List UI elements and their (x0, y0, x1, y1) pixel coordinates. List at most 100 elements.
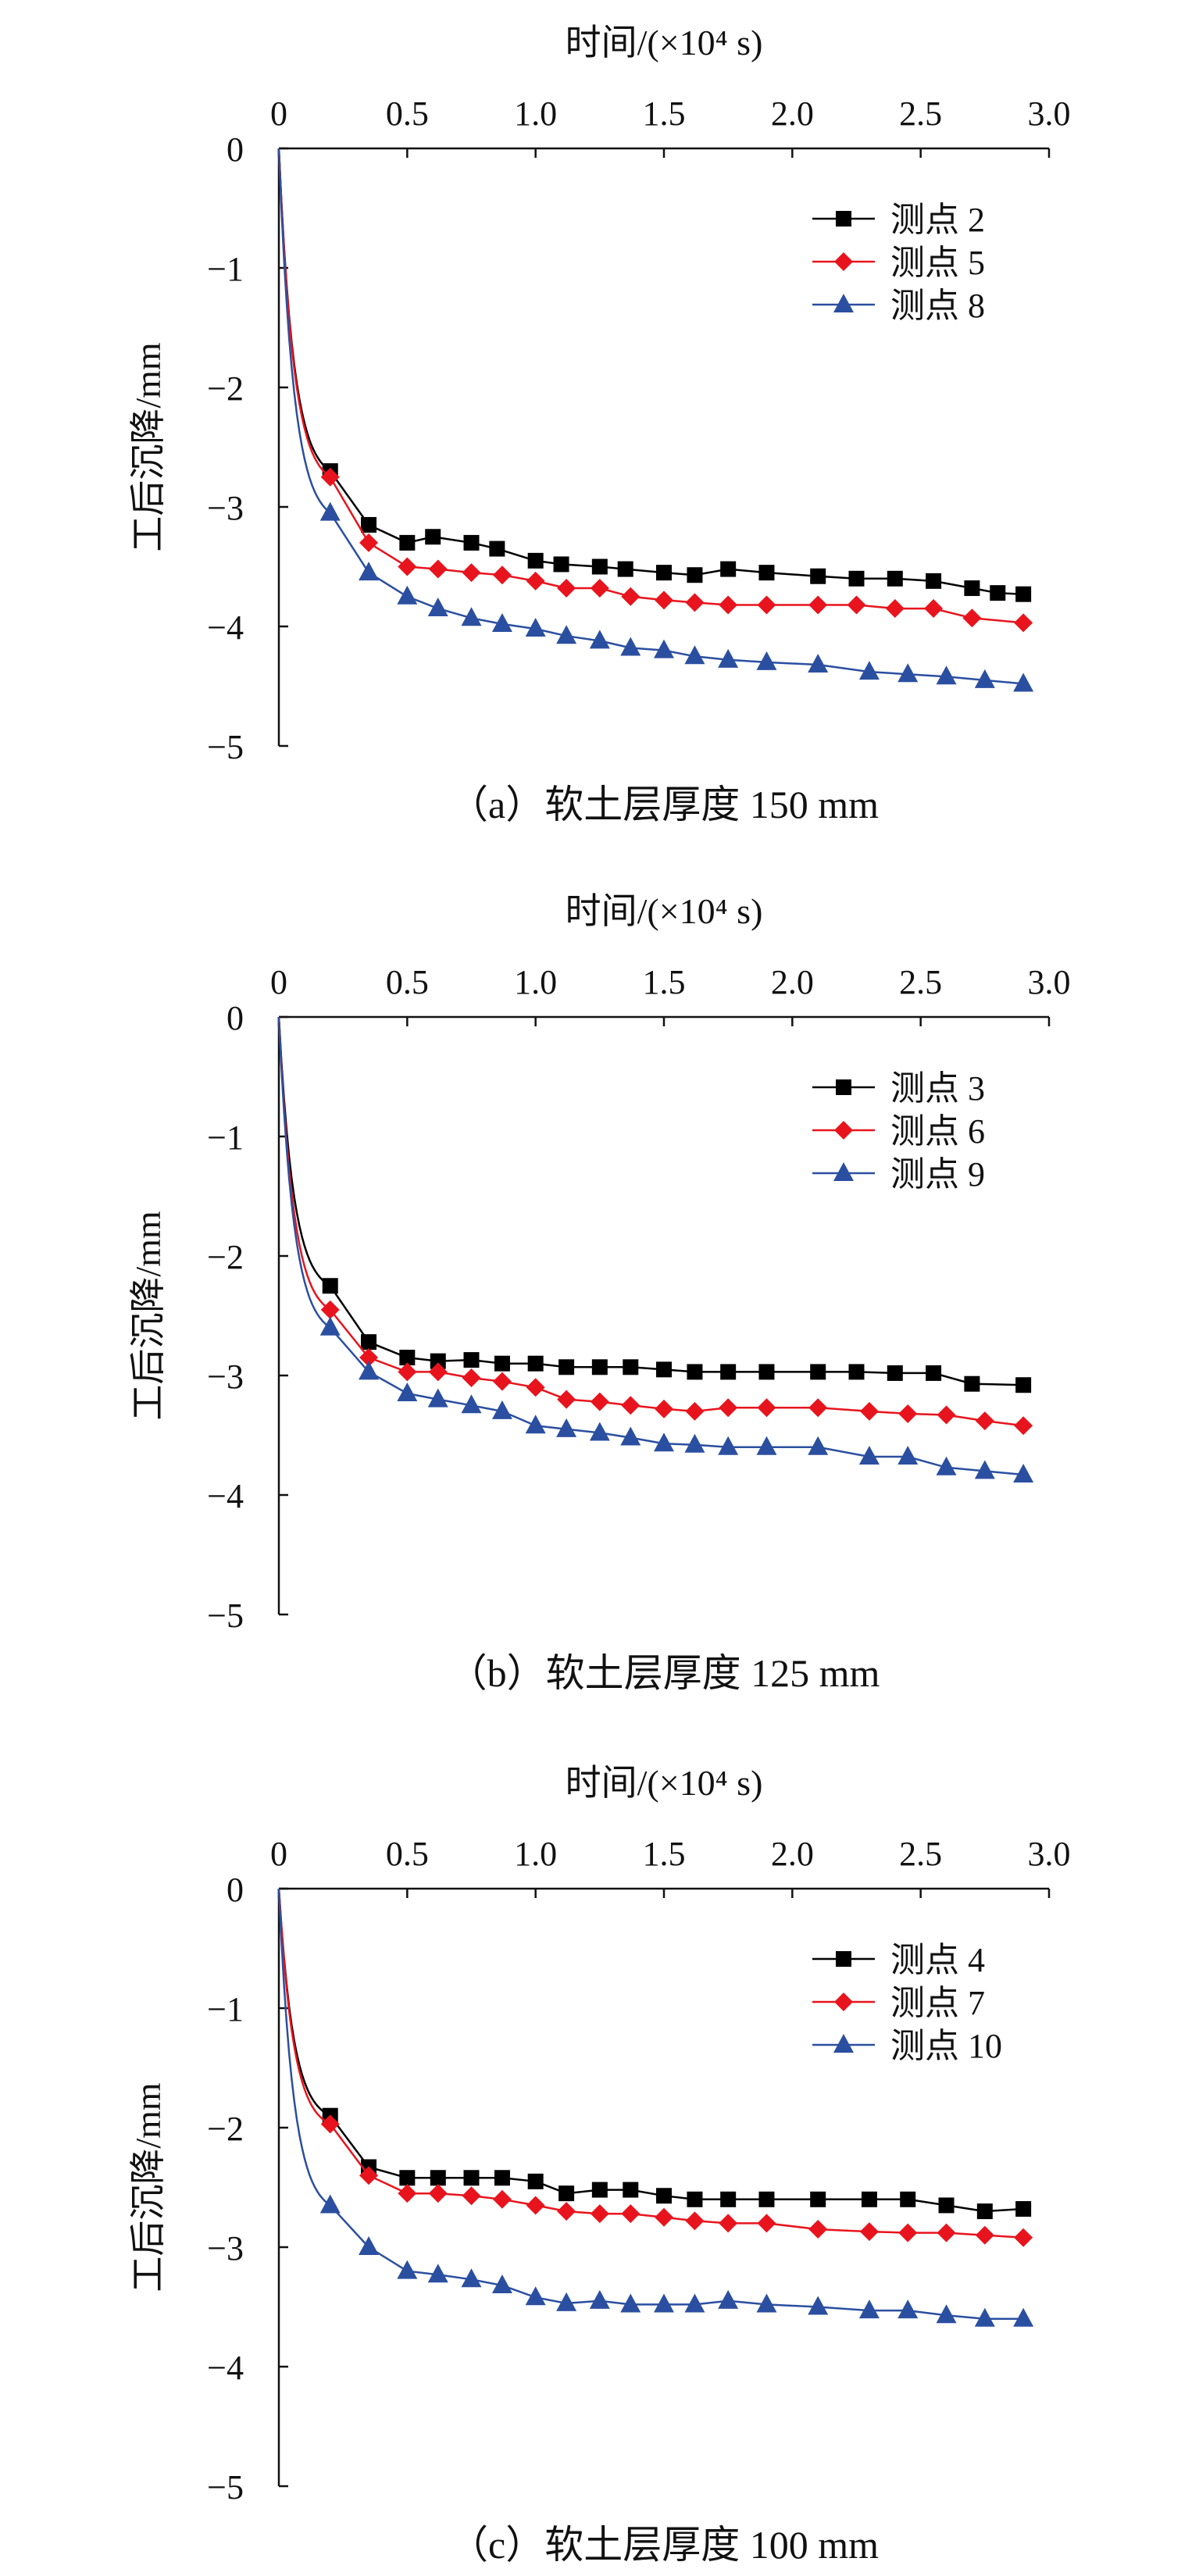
legend-label: 测点 3 (890, 1069, 985, 1108)
data-point (491, 1400, 512, 1419)
data-point (461, 607, 482, 626)
data-point (320, 2114, 340, 2134)
data-point (897, 1446, 919, 1465)
data-point (556, 2292, 577, 2311)
data-point (756, 651, 777, 670)
data-point (718, 2289, 739, 2309)
data-point (859, 2222, 879, 2242)
data-point (654, 2293, 674, 2313)
data-point (1014, 1416, 1033, 1436)
legend-marker (834, 252, 853, 271)
data-point (685, 2211, 705, 2231)
data-point (859, 1401, 879, 1421)
data-point (654, 639, 674, 658)
chart-panel-1: 0 0.5 1.0 1.5 2.0 2.5 3.0 0 −1 −2 −3 −4 −5 时间/(×10⁴ s… (128, 23, 1071, 826)
data-point (558, 2185, 575, 2202)
data-point (757, 595, 776, 615)
y-tick-label: −1 (207, 250, 244, 288)
data-point (898, 2223, 918, 2242)
x-tick-label: 2.5 (899, 95, 942, 133)
x-tick-label: 2.5 (899, 963, 942, 1001)
data-point (1014, 613, 1033, 633)
data-point (397, 1382, 418, 1401)
data-point (1013, 673, 1034, 692)
data-point (687, 567, 703, 583)
x-tick-label: 2.0 (771, 963, 814, 1001)
data-point (525, 2286, 546, 2306)
y-tick-label: −5 (207, 2468, 244, 2506)
data-point (684, 2293, 705, 2313)
data-point (887, 1365, 903, 1381)
x-tick-label: 0 (270, 95, 287, 133)
data-point (758, 565, 775, 581)
data-point (858, 661, 880, 680)
series-3: 测点 9 (277, 1016, 1034, 1482)
data-point (526, 2196, 545, 2215)
x-tick-label: 0 (270, 963, 287, 1001)
data-point (656, 565, 672, 581)
data-point (427, 1388, 448, 1408)
data-point (757, 2214, 776, 2233)
data-point (430, 1353, 446, 1369)
x-tick-label: 1.5 (643, 1835, 686, 1873)
data-point (590, 2204, 609, 2224)
data-point (974, 669, 995, 688)
data-point (936, 1456, 957, 1475)
data-point (623, 2182, 639, 2198)
data-point (719, 595, 738, 615)
data-point (887, 570, 903, 587)
y-tick-label: −5 (207, 728, 244, 766)
y-tick-label: −2 (207, 2110, 244, 2148)
data-point (398, 1362, 417, 1382)
data-point (756, 2293, 777, 2313)
series-2: 测点 7 (277, 1888, 1033, 2247)
data-point (964, 1375, 980, 1392)
data-point (964, 580, 980, 597)
data-point (1015, 2201, 1032, 2217)
data-point (462, 563, 481, 583)
x-axis-title: 时间/(×10⁴ s) (566, 891, 763, 931)
data-point (720, 2191, 737, 2207)
data-point (526, 571, 545, 590)
legend-marker (834, 1121, 853, 1140)
data-point (937, 1405, 956, 1425)
panel-caption: （a）软土层厚度 150 mm (449, 783, 879, 826)
data-point (463, 1352, 480, 1368)
data-point (491, 2274, 512, 2293)
data-point (591, 2182, 608, 2198)
x-axis-title: 时间/(×10⁴ s) (566, 1763, 763, 1803)
x-tick-label: 1.0 (514, 963, 557, 1001)
data-point (527, 552, 544, 569)
data-point (897, 2299, 919, 2319)
data-point (975, 1411, 994, 1431)
data-point (858, 1446, 880, 1465)
data-point (463, 534, 480, 551)
x-tick-label: 0.5 (386, 1835, 429, 1873)
data-point (924, 599, 944, 619)
data-point (491, 612, 512, 632)
data-point (492, 2189, 512, 2209)
data-point (720, 561, 737, 577)
data-point (617, 561, 633, 577)
data-point (359, 2166, 379, 2185)
data-point (590, 1392, 609, 1411)
data-point (808, 653, 829, 673)
legend-marker (833, 2034, 854, 2053)
data-point (808, 1398, 828, 1418)
data-point (553, 556, 569, 573)
legend-label: 测点 4 (890, 1941, 985, 1979)
legend-label: 测点 6 (890, 1112, 985, 1151)
data-point (359, 1348, 379, 1368)
data-point (719, 1398, 738, 1418)
series-2: 测点 5 (277, 148, 1033, 633)
x-tick-label: 0.5 (386, 95, 429, 133)
data-point (810, 568, 826, 584)
data-point (557, 2202, 576, 2221)
data-point (719, 2214, 738, 2233)
data-point (428, 1362, 448, 1382)
data-point (685, 593, 705, 612)
data-point (685, 1401, 705, 1421)
data-point (926, 1365, 942, 1381)
legend-marker (834, 1993, 853, 2011)
data-point (461, 2268, 482, 2288)
